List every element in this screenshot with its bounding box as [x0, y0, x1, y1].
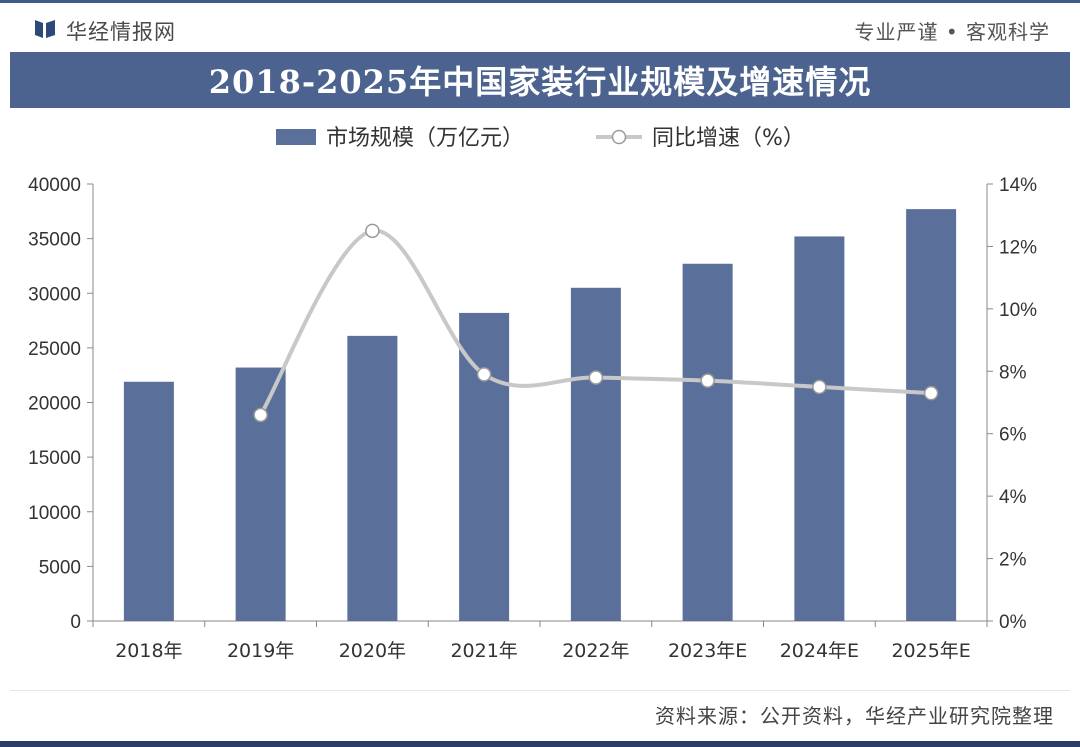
y-right-tick-label: 8% — [999, 362, 1027, 383]
brand-name: 华经情报网 — [66, 20, 176, 44]
x-tick-label: 2025年E — [891, 640, 970, 662]
bar — [235, 367, 286, 621]
legend-bar-label: 市场规模（万亿元） — [326, 126, 524, 151]
header: 华经情报网 专业严谨 • 客观科学 — [0, 4, 1080, 48]
x-tick-label: 2020年 — [339, 640, 406, 662]
y-left-tick-label: 30000 — [28, 284, 81, 305]
y-right-tick-label: 10% — [999, 300, 1037, 321]
divider — [10, 690, 1070, 691]
bottom-border — [0, 741, 1080, 747]
bar — [794, 236, 845, 621]
y-left-tick-label: 10000 — [28, 503, 81, 524]
growth-point — [476, 367, 492, 382]
y-left-tick-label: 15000 — [28, 448, 81, 469]
bar — [906, 209, 957, 621]
y-left-tick-label: 5000 — [39, 557, 81, 578]
slogan: 专业严谨 • 客观科学 — [854, 20, 1050, 44]
growth-point — [253, 407, 268, 423]
y-right-tick-label: 6% — [999, 425, 1027, 446]
bar — [347, 335, 398, 621]
legend-bar-swatch — [276, 129, 316, 145]
y-left-tick-label: 20000 — [28, 394, 81, 415]
legend-line-label: 同比增速（%） — [652, 126, 805, 151]
growth-point — [588, 370, 604, 385]
y-right-tick-label: 0% — [999, 612, 1027, 633]
x-tick-label: 2024年E — [780, 640, 859, 662]
x-tick-label: 2021年 — [450, 640, 517, 662]
title-bar: 2018-2025年中国家装行业规模及增速情况 — [10, 52, 1070, 108]
y-right-tick-label: 2% — [999, 550, 1027, 571]
x-tick-label: 2019年 — [227, 640, 294, 662]
y-left-tick-label: 0 — [70, 612, 81, 633]
x-tick-label: 2018年 — [115, 640, 182, 662]
bookmark-icon — [35, 20, 55, 38]
growth-point — [365, 223, 380, 239]
chart: 0 5000 10000 15000 20000 25000 30000 35000 40000… — [28, 126, 1037, 662]
growth-point — [700, 373, 715, 388]
chart-title: 2018-2025年中国家装行业规模及增速情况 — [208, 63, 872, 101]
y-left-tick-label: 35000 — [28, 230, 81, 251]
bar — [682, 263, 733, 621]
top-border — [0, 0, 1080, 3]
y-right-tick-label: 4% — [999, 487, 1027, 508]
x-tick-label: 2022年 — [562, 640, 629, 662]
y-right-tick-label: 12% — [999, 237, 1037, 258]
legend-line-marker — [611, 129, 627, 145]
y-left-tick-label: 25000 — [28, 339, 81, 360]
source-note: 资料来源：公开资料，华经产业研究院整理 — [655, 704, 1054, 728]
bar — [123, 381, 174, 621]
growth-point — [812, 379, 827, 395]
y-right-tick-label: 14% — [999, 175, 1037, 196]
y-left-tick-label: 40000 — [28, 175, 81, 196]
bar — [459, 312, 510, 621]
x-tick-label: 2023年E — [668, 640, 747, 662]
bar — [570, 287, 621, 621]
growth-point — [923, 385, 939, 401]
